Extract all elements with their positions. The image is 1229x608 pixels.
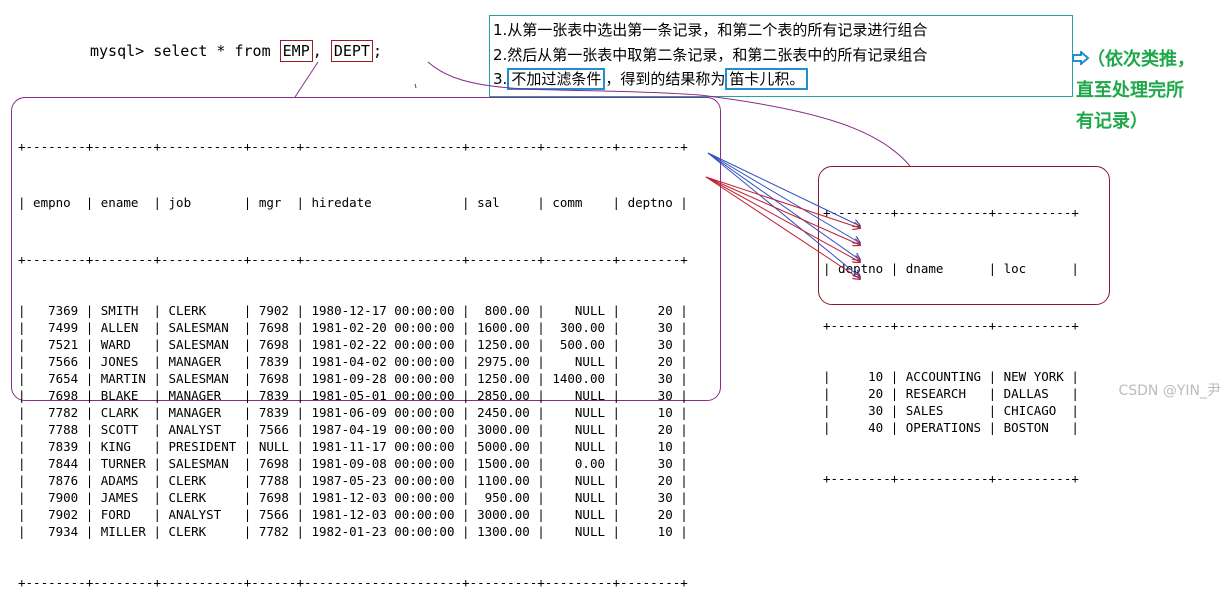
watermark: CSDN @YIN_尹	[1118, 383, 1221, 399]
table-name-dept: DEPT	[330, 40, 373, 62]
emp-table-bottom-border: +--------+--------+-----------+------+--…	[18, 575, 688, 590]
dept-table-row: | 10 | ACCOUNTING | NEW YORK |	[823, 369, 1079, 384]
query-suffix: ;	[372, 42, 382, 60]
emp-table-row: | 7934 | MILLER | CLERK | 7782 | 1982-01…	[18, 524, 688, 539]
explanation-note: 1.从第一张表中选出第一条记录，和第二个表的所有记录进行组合 2.然后从第一张表…	[489, 15, 1073, 97]
dept-table-top-border: +--------+------------+----------+	[823, 205, 1079, 220]
connector-overlay	[294, 61, 911, 408]
emp-table-row: | 7369 | SMITH | CLERK | 7902 | 1980-12-…	[18, 303, 688, 318]
arrow-row1-to-dept40	[707, 152, 860, 277]
no-filter-highlight: 不加过滤条件	[507, 68, 606, 90]
side-note-line-2: 直至处理完所	[1076, 80, 1184, 101]
query-prefix: mysql> select * from	[90, 42, 280, 60]
note-line-3-middle: ，得到的结果称为	[605, 70, 726, 88]
emp-table-row: | 7654 | MARTIN | SALESMAN | 7698 | 1981…	[18, 371, 688, 386]
dept-table-callout	[818, 166, 1110, 305]
note-line-1: 1.从第一张表中选出第一条记录，和第二个表的所有记录进行组合	[493, 21, 928, 39]
emp-table-row: | 7844 | TURNER | SALESMAN | 7698 | 1981…	[18, 456, 688, 471]
emp-table-row: | 7566 | JONES | MANAGER | 7839 | 1981-0…	[18, 354, 688, 369]
side-note-line-3: 有记录）	[1076, 111, 1148, 132]
emp-table-row: | 7900 | JAMES | CLERK | 7698 | 1981-12-…	[18, 490, 688, 505]
sql-query: mysql> select * from EMP, DEPT;	[90, 40, 382, 62]
emp-table-row: | 7902 | FORD | ANALYST | 7566 | 1981-12…	[18, 507, 688, 522]
emp-table-top-border: +--------+--------+-----------+------+--…	[18, 139, 688, 154]
emp-table-row: | 7499 | ALLEN | SALESMAN | 7698 | 1981-…	[18, 320, 688, 335]
emp-callout-pointer	[294, 61, 319, 98]
emp-table-callout	[11, 97, 721, 401]
emp-table-row: | 7876 | ADAMS | CLERK | 7788 | 1987-05-…	[18, 473, 688, 488]
arrow-row1-to-dept30	[707, 152, 860, 260]
arrow-row2-to-dept20	[705, 176, 860, 245]
note-line-2: 2.然后从第一张表中取第二条记录，和第二张表中的所有记录组合	[493, 46, 928, 64]
dept-table-bottom-border: +--------+------------+----------+	[823, 471, 1079, 486]
query-tick-mark	[414, 83, 417, 89]
cartesian-product-highlight: 笛卡儿积。	[725, 68, 809, 90]
dept-table-header-border: +--------+------------+----------+	[823, 318, 1079, 333]
side-note-line-1: （依次类推，	[1087, 49, 1195, 70]
arrow-row1-to-dept20	[707, 152, 860, 243]
dept-table-row: | 20 | RESEARCH | DALLAS |	[823, 386, 1079, 401]
dept-callout-pointer	[427, 61, 911, 167]
arrow-row1-to-dept10	[707, 152, 860, 226]
arrow-row2-to-dept40	[705, 176, 860, 279]
emp-table-row: | 7521 | WARD | SALESMAN | 7698 | 1981-0…	[18, 337, 688, 352]
note-line-3-number: 3.	[493, 70, 508, 88]
table-name-emp: EMP	[279, 40, 313, 62]
hollow-arrow-icon	[1072, 49, 1090, 69]
note-line-3: 3. 不加过滤条件 ，得到的结果称为 笛卡儿积。	[493, 68, 809, 90]
arrow-row2-to-dept30	[705, 176, 860, 262]
emp-table-row: | 7839 | KING | PRESIDENT | NULL | 1981-…	[18, 439, 688, 454]
emp-table-header: | empno | ename | job | mgr | hiredate |…	[18, 195, 688, 210]
arrow-row2-to-dept10	[705, 176, 860, 228]
emp-table-row: | 7698 | BLAKE | MANAGER | 7839 | 1981-0…	[18, 388, 688, 403]
dept-table-row: | 40 | OPERATIONS | BOSTON |	[823, 420, 1079, 435]
emp-table-row: | 7788 | SCOTT | ANALYST | 7566 | 1987-0…	[18, 422, 688, 437]
query-comma: ,	[312, 42, 322, 60]
emp-table-header-border: +--------+--------+-----------+------+--…	[18, 252, 688, 267]
